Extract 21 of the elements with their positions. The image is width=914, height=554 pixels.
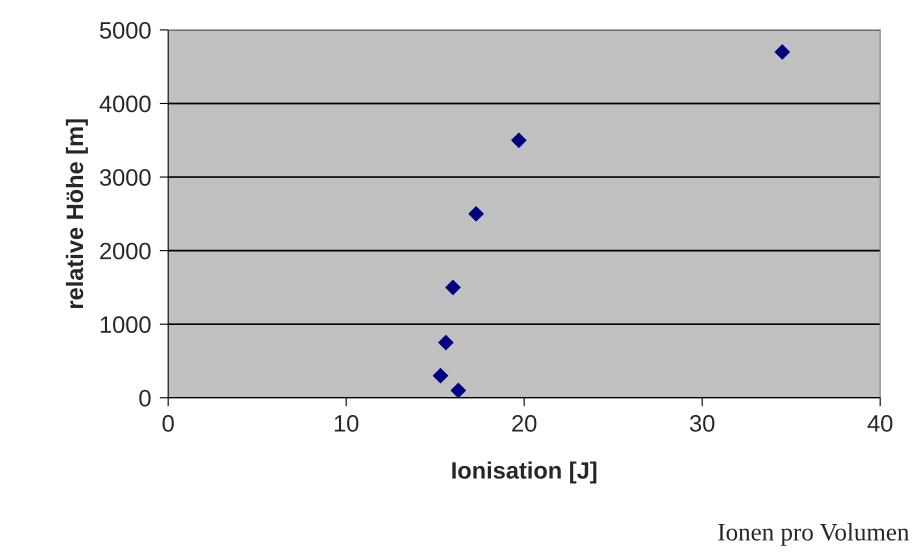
y-tick-label: 5000 <box>100 22 151 39</box>
y-tick-label: 4000 <box>100 96 151 112</box>
text: Ionen pro Volumen <box>718 523 910 546</box>
x-tick-label: 40 <box>868 415 892 432</box>
point <box>432 368 448 384</box>
y-axis-title: relative Höhe [m] <box>66 119 88 308</box>
point <box>438 334 454 350</box>
point <box>468 206 484 222</box>
point <box>774 44 790 60</box>
point <box>450 382 466 398</box>
point <box>511 132 527 148</box>
point <box>445 280 461 296</box>
y-tick-label: 0 <box>139 390 151 407</box>
x-tick-label: 30 <box>690 415 714 432</box>
x-tick-label: 10 <box>334 415 358 432</box>
x-tick-label: 0 <box>162 415 174 432</box>
y-tick-label: 2000 <box>100 242 151 260</box>
y-tick-label: 3000 <box>100 169 151 186</box>
y-tick-label: 1000 <box>100 316 151 333</box>
x-tick-label: 20 <box>512 415 536 432</box>
x-axis-title: Ionisation [J] <box>452 461 596 484</box>
